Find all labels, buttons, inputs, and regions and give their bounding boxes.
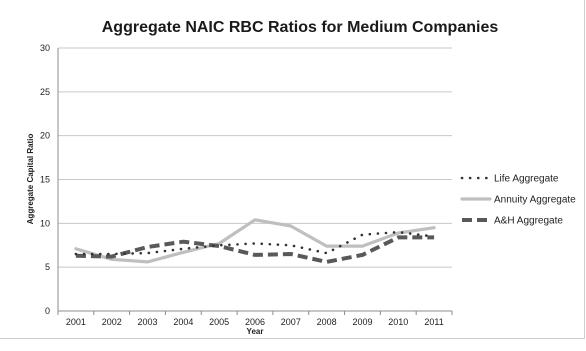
grid-lines [58,47,452,268]
y-tick-label: 15 [40,175,50,185]
legend-entry: Life Aggregate [460,174,559,185]
x-axis-label: Year [247,327,264,336]
x-tick-label-2007: 2007 [281,317,301,327]
legend-label: Annuity Aggregate [494,195,576,206]
x-tick-label-2002: 2002 [102,317,122,327]
chart-title: Aggregate NAIC RBC Ratios for Medium Com… [102,19,499,36]
y-tick-label: 10 [40,218,50,228]
data-point [254,242,256,244]
data-point [182,251,184,253]
data-point [361,254,363,256]
data-point [254,219,256,221]
series-life-aggregate [74,230,436,256]
data-point [433,227,435,229]
x-tick-label-2008: 2008 [317,317,337,327]
data-point [182,248,184,250]
x-tick-label-2009: 2009 [352,317,372,327]
data-point [361,245,363,247]
series-line [74,230,436,256]
data-point [397,236,399,238]
data-point [254,254,256,256]
y-axis-label: Aggregate Capital Ratio [26,134,35,225]
data-point [361,234,363,236]
y-tick-labels: 0 5 10 15 20 25 30 [40,43,50,316]
legend-label: Life Aggregate [494,174,559,185]
x-tick-label-2003: 2003 [138,317,158,327]
data-point [111,253,113,255]
data-point [147,252,149,254]
y-tick-label: 30 [40,43,50,53]
data-point [433,235,435,237]
legend-entry: A&H Aggregate [462,216,563,227]
axes [57,48,453,315]
chart-frame [0,0,585,339]
y-tick-label: 5 [45,262,50,272]
data-point [326,245,328,247]
x-tick-label-2005: 2005 [209,317,229,327]
series-a-h-aggregate [75,235,435,264]
data-point [75,248,77,250]
y-tick-label: 25 [40,87,50,97]
legend-label: A&H Aggregate [494,216,563,227]
data-point [290,253,292,255]
data-point [147,246,149,248]
x-tick-label-2010: 2010 [388,317,408,327]
x-tick-labels: 2001 2002 2003 2004 2005 2006 2007 2008 2009 2010… [66,317,444,327]
data-point [147,261,149,263]
data-point [326,261,328,263]
data-point [218,244,220,246]
series-line [75,235,435,264]
x-tick-label-2006: 2006 [245,317,265,327]
legend: Life Aggregate Annuity Aggregate A&H Aggre… [460,174,576,227]
y-tick-label: 20 [40,131,50,141]
series-layer [74,218,436,264]
x-tick-label-2004: 2004 [173,317,193,327]
data-point [75,253,77,255]
data-point [290,244,292,246]
series-line [74,218,436,264]
legend-entry: Annuity Aggregate [460,195,576,206]
data-point [290,225,292,227]
data-point [182,241,184,243]
y-tick-label: 0 [45,306,50,316]
x-tick-label-2001: 2001 [66,317,86,327]
data-point [397,231,399,233]
x-tick-label-2011: 2011 [424,317,443,327]
series-annuity-aggregate [74,218,436,264]
data-point [326,252,328,254]
data-point [111,256,113,258]
